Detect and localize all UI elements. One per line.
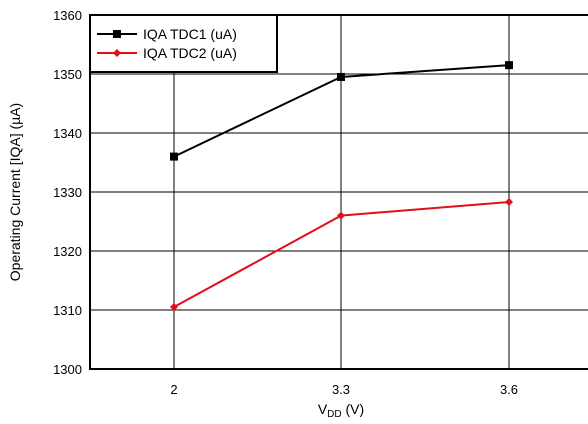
x-axis-ticks: 2 3.3 3.6	[170, 382, 518, 397]
series-1	[170, 61, 513, 161]
legend-marker	[113, 30, 121, 38]
x-axis-title: VDD (V)	[318, 401, 364, 420]
data-point	[337, 211, 345, 220]
legend-marker	[113, 49, 121, 57]
x-axis-title-main: V	[318, 401, 328, 417]
x-tick-label: 3.6	[500, 382, 518, 397]
y-tick-label: 1320	[53, 244, 82, 259]
data-point	[170, 152, 178, 161]
y-tick-label: 1350	[53, 67, 82, 82]
y-axis-title: Operating Current [IQA] (µA)	[7, 103, 23, 281]
plot-frame	[89, 14, 588, 370]
legend: IQA TDC1 (uA) IQA TDC2 (uA)	[89, 14, 278, 73]
x-axis-title-subscript: DD	[327, 409, 341, 420]
y-tick-label: 1330	[53, 185, 82, 200]
y-axis-ticks: 1300 1310 1320 1330 1340 1350 1360	[53, 8, 82, 377]
data-point	[170, 303, 178, 312]
series-layer	[170, 61, 513, 312]
x-axis-title-unit: (V)	[342, 401, 365, 417]
y-tick-label: 1300	[53, 362, 82, 377]
series-2	[170, 198, 513, 312]
y-tick-label: 1360	[53, 8, 82, 23]
legend-label: IQA TDC1 (uA)	[143, 26, 237, 42]
x-tick-label: 2	[170, 382, 177, 397]
legend-box	[89, 14, 278, 73]
data-point	[337, 72, 345, 81]
y-tick-label: 1310	[53, 303, 82, 318]
legend-label: IQA TDC2 (uA)	[143, 45, 237, 61]
data-point	[505, 61, 513, 70]
y-tick-label: 1340	[53, 126, 82, 141]
x-tick-label: 3.3	[332, 382, 350, 397]
data-point	[505, 198, 513, 207]
